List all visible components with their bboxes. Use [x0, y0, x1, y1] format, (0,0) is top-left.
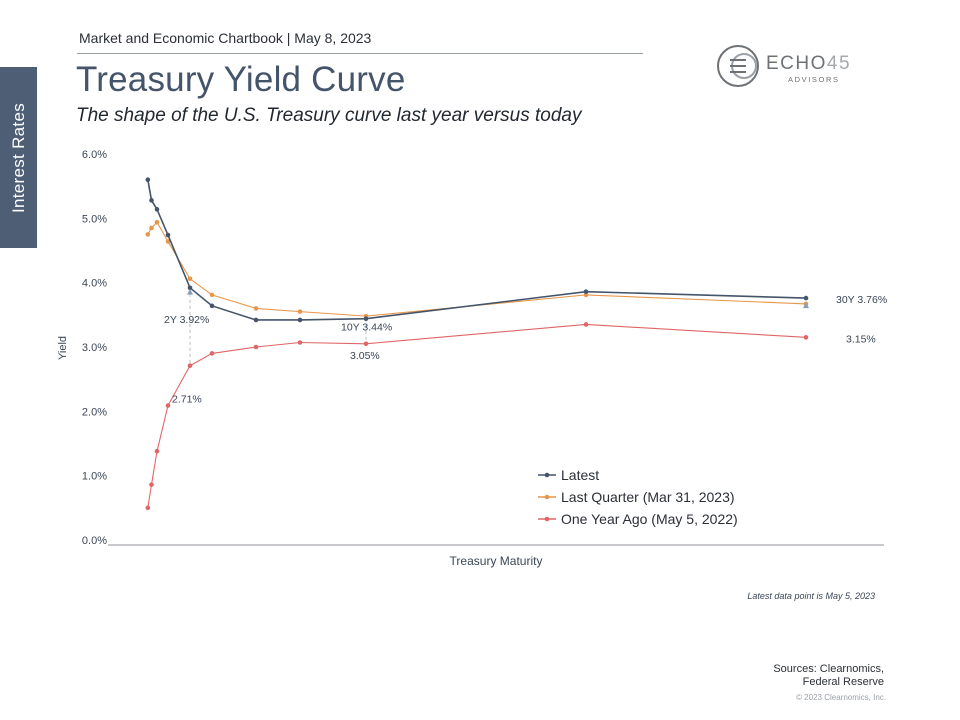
- y-tick-label: 4.0%: [82, 278, 107, 290]
- y-tick-label: 5.0%: [82, 213, 107, 225]
- data-point: [253, 344, 259, 350]
- data-label: 2.71%: [172, 394, 202, 406]
- logo-wordmark: ECHO45: [766, 53, 852, 74]
- data-point: [149, 225, 154, 231]
- series-line: [147, 221, 807, 317]
- data-point: [145, 232, 151, 237]
- data-point: [583, 322, 589, 327]
- copyright: © 2023 Clearnomics, Inc.: [796, 693, 886, 702]
- data-point: [209, 292, 215, 298]
- data-point: [145, 177, 151, 183]
- data-label: 3.05%: [350, 350, 380, 362]
- legend-marker: [544, 494, 550, 500]
- series-line: [147, 179, 807, 321]
- data-point: [154, 448, 160, 454]
- data-point: [149, 198, 154, 203]
- series-line: [147, 323, 807, 508]
- legend-marker: [544, 516, 550, 522]
- data-point: [253, 317, 259, 323]
- data-point: [253, 306, 259, 311]
- triangle-marker: [803, 302, 809, 309]
- data-point: [803, 335, 809, 340]
- data-point: [187, 276, 193, 282]
- sources-line-1: Sources: Clearnomics,: [773, 663, 884, 675]
- data-point: [297, 317, 303, 323]
- y-tick-label: 3.0%: [82, 342, 107, 354]
- data-point: [154, 207, 160, 212]
- data-point: [209, 303, 215, 309]
- y-tick-label: 6.0%: [82, 149, 107, 161]
- legend-marker: [544, 472, 550, 478]
- data-point: [145, 505, 151, 511]
- sources: Sources: Clearnomics, Federal Reserve: [700, 663, 884, 689]
- y-axis-label: Yield: [57, 336, 69, 360]
- data-point: [583, 292, 589, 298]
- echo45-logo: ECHO45 ADVISORS: [716, 42, 866, 90]
- page-subtitle: The shape of the U.S. Treasury curve las…: [76, 105, 582, 126]
- x-axis-label: Treasury Maturity: [450, 554, 543, 568]
- data-point: [187, 363, 193, 368]
- sources-line-2: Federal Reserve: [802, 676, 884, 688]
- triangle-marker: [187, 288, 193, 295]
- data-label: 3.15%: [846, 333, 876, 345]
- data-point: [297, 309, 303, 314]
- logo-emblem-icon: [717, 45, 759, 87]
- data-point: [187, 285, 193, 291]
- data-point: [363, 316, 369, 321]
- page-title: Treasury Yield Curve: [76, 60, 406, 99]
- data-label: 30Y 3.76%: [836, 294, 887, 306]
- y-tick-label: 0.0%: [82, 535, 107, 547]
- data-point: [583, 289, 589, 294]
- section-tab: Interest Rates: [0, 67, 37, 248]
- data-footnote: Latest data point is May 5, 2023: [747, 591, 875, 601]
- data-label: 10Y 3.44%: [341, 322, 392, 334]
- data-point: [154, 219, 160, 225]
- data-point: [165, 403, 171, 408]
- logo-tagline: ADVISORS: [788, 75, 840, 84]
- data-label: 2Y 3.92%: [164, 314, 209, 326]
- legend-label: One Year Ago (May 5, 2022): [561, 511, 738, 527]
- y-tick-label: 2.0%: [82, 406, 107, 418]
- header-divider: [77, 53, 643, 54]
- data-point: [209, 351, 215, 356]
- legend-label: Last Quarter (Mar 31, 2023): [561, 489, 735, 505]
- data-point: [297, 340, 303, 345]
- data-point: [165, 239, 171, 244]
- y-tick-label: 1.0%: [82, 471, 107, 483]
- data-point: [149, 482, 154, 487]
- data-point: [165, 232, 171, 238]
- data-point: [363, 341, 369, 347]
- chartbook-header: Market and Economic Chartbook | May 8, 2…: [79, 30, 372, 46]
- legend-label: Latest: [561, 467, 599, 483]
- data-point: [803, 295, 809, 301]
